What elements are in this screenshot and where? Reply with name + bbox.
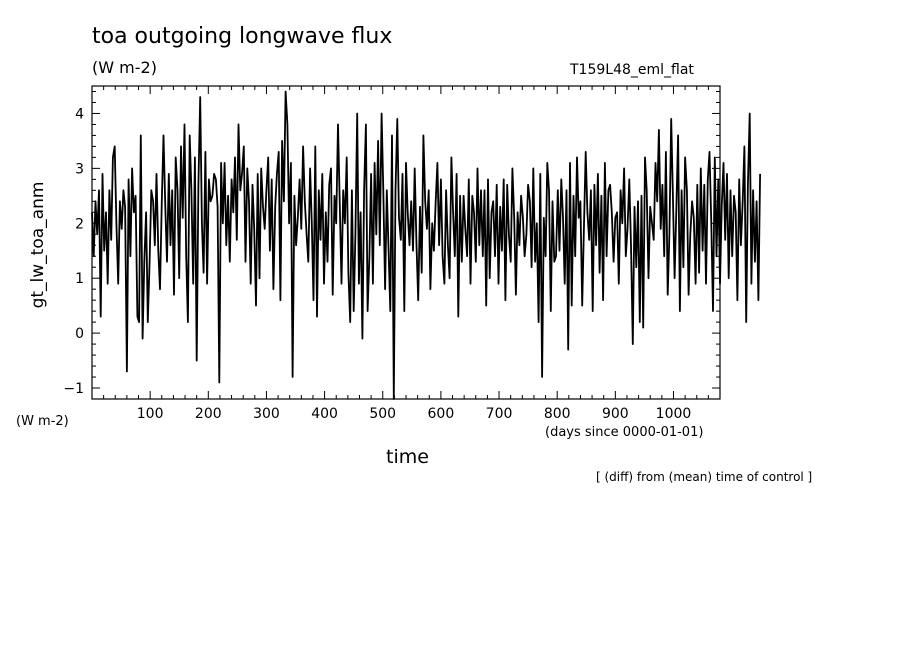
y-tick-label: 1 [75, 271, 84, 287]
plot-frame [91, 85, 721, 400]
series-line [91, 90, 761, 400]
x-tick-label: 800 [544, 406, 571, 422]
y-tick-label: 4 [75, 106, 84, 122]
chart-units: (W m-2) [92, 58, 157, 77]
x-tick-label: 600 [428, 406, 455, 422]
x-tick-label: 200 [195, 406, 222, 422]
chart-title: toa outgoing longwave flux [92, 24, 393, 49]
x-tick-label: 400 [311, 406, 338, 422]
x-tick-label: 100 [137, 406, 164, 422]
y-tick-label: 0 [75, 326, 84, 342]
x-tick-label: 900 [602, 406, 629, 422]
comparison-note: [ (diff) from (mean) time of control ] [596, 470, 813, 484]
y-tick-label: 3 [75, 161, 84, 177]
y-tick-label: −1 [63, 381, 84, 397]
run-label: T159L48_eml_flat [570, 62, 694, 78]
x-tick-label: 1000 [656, 406, 692, 422]
x-tick-label: 700 [486, 406, 513, 422]
x-tick-label: 300 [253, 406, 280, 422]
x-axis-label: time [386, 446, 429, 468]
y-axis-units: (W m-2) [16, 414, 69, 429]
x-axis-units: (days since 0000-01-01) [545, 425, 704, 440]
x-tick-label: 500 [369, 406, 396, 422]
y-tick-label: 2 [75, 216, 84, 232]
